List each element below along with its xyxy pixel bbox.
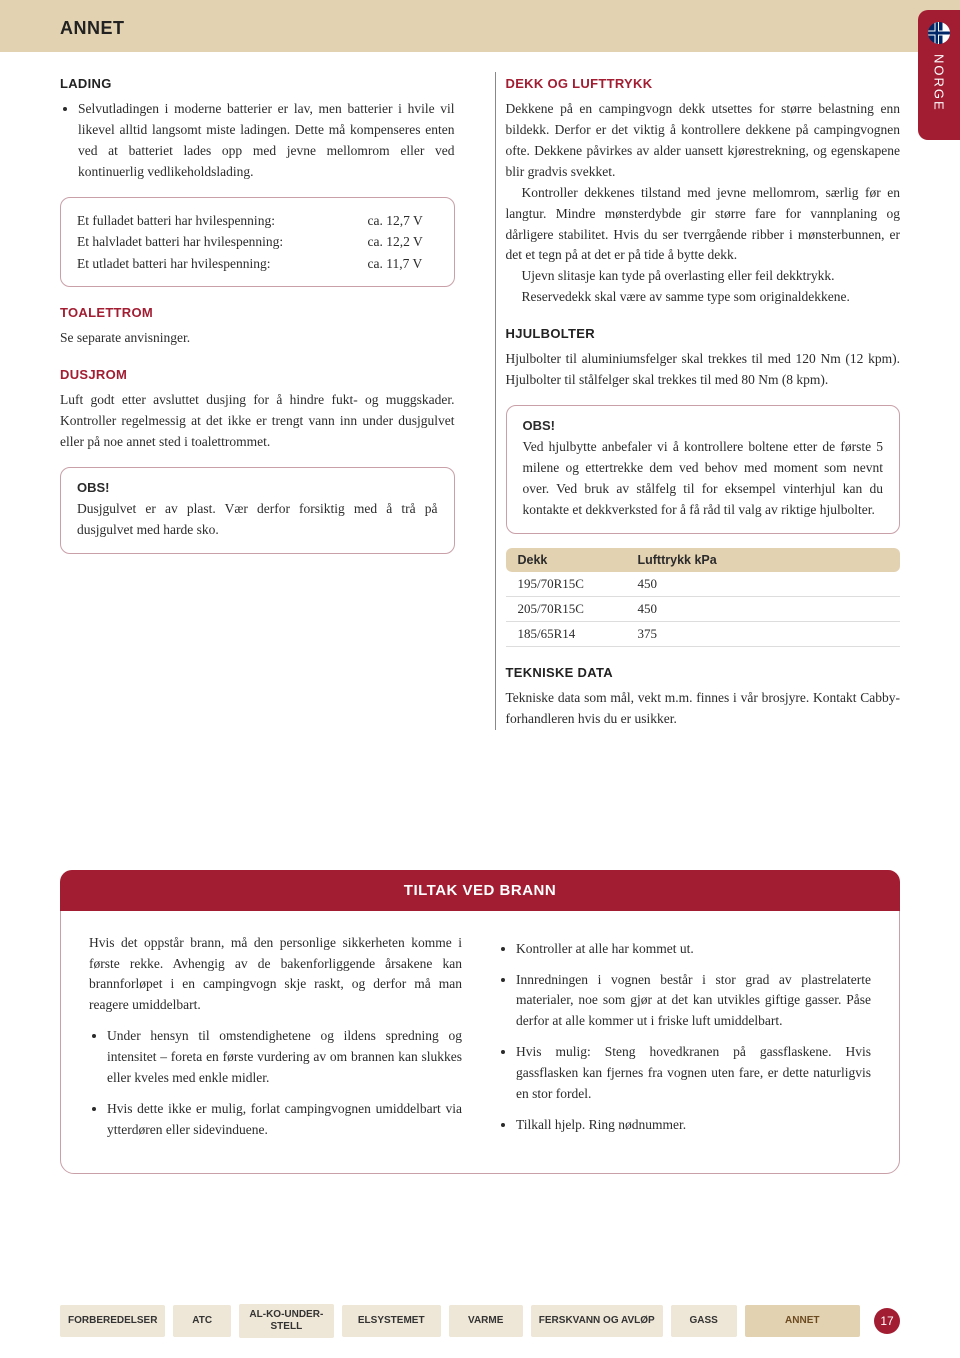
fire-intro: Hvis det oppstår brann, må den personlig… [89,933,462,1017]
dekk-p1: Dekkene på en campingvogn dekk utsettes … [506,99,901,183]
dekk-p2: Kontroller dekkenes tilstand med jevne m… [506,183,901,267]
obs-box-right: OBS! Ved hjulbytte anbefaler vi å kontro… [506,405,901,534]
tekniske-text: Tekniske data som mål, vekt m.m. finnes … [506,688,901,730]
lading-list: Selvutladingen i moderne batterier er la… [60,99,455,183]
norway-flag-icon [928,22,950,44]
battery-value: ca. 12,2 V [368,231,438,253]
tekniske-heading: TEKNISKE DATA [506,665,901,680]
left-column: LADING Selvutladingen i moderne batterie… [60,72,465,730]
fire-right: Kontroller at alle har kommet ut. Innred… [498,933,871,1151]
main-content: LADING Selvutladingen i moderne batterie… [0,52,960,730]
battery-value: ca. 12,7 V [368,210,438,232]
nav-elsystemet[interactable]: ELSYSTEMET [342,1305,441,1337]
bottom-nav: FORBEREDELSER ATC AL-KO-UNDER-STELL ELSY… [60,1304,900,1338]
fire-bullet: Hvis dette ikke er mulig, forlat camping… [107,1099,462,1141]
hjulbolter-heading: HJULBOLTER [506,326,901,341]
th-kpa: Lufttrykk kPa [638,553,717,567]
hjulbolter-text: Hjulbolter til aluminiumsfelger skal tre… [506,349,901,391]
fire-bullet: Innredningen i vognen består i stor grad… [516,970,871,1033]
nav-ferskvann[interactable]: FERSKVANN OG AVLØP [531,1305,663,1337]
dusjrom-heading: DUSJROM [60,367,455,382]
nav-atc[interactable]: ATC [173,1305,230,1337]
battery-label: Et halvladet batteri har hvilespenning: [77,231,368,253]
fire-right-list: Kontroller at alle har kommet ut. Innred… [498,939,871,1136]
fire-left: Hvis det oppstår brann, må den personlig… [89,933,462,1151]
table-row: 185/65R14 375 [506,622,901,647]
table-row: 205/70R15C 450 [506,597,901,622]
obs-box-left: OBS! Dusjgulvet er av plast. Vær derfor … [60,467,455,554]
country-tab: NORGE [918,10,960,140]
fire-bullet: Kontroller at alle har kommet ut. [516,939,871,960]
dekk-heading: DEKK OG LUFTTRYKK [506,76,901,91]
battery-row: Et halvladet batteri har hvilespenning: … [77,231,438,253]
toalettrom-text: Se separate anvisninger. [60,328,455,349]
country-label: NORGE [932,54,947,112]
battery-label: Et fulladet batteri har hvilespenning: [77,210,368,232]
fire-left-list: Under hensyn til omstendighetene og ilde… [89,1026,462,1141]
nav-gass[interactable]: GASS [671,1305,737,1337]
tire-table: Dekk Lufttrykk kPa 195/70R15C 450 205/70… [506,548,901,647]
toalettrom-heading: TOALETTROM [60,305,455,320]
page-title: ANNET [60,18,900,39]
td: 375 [638,626,658,642]
dusjrom-text: Luft godt etter avsluttet dusjing for å … [60,390,455,453]
fire-bullet: Tilkall hjelp. Ring nødnummer. [516,1115,871,1136]
obs-label: OBS! [523,418,884,433]
dekk-p4: Reservedekk skal være av samme type som … [506,287,901,308]
obs-text: Dusjgulvet er av plast. Vær derfor forsi… [77,499,438,541]
fire-bullet: Hvis mulig: Steng hovedkranen på gassfla… [516,1042,871,1105]
table-header: Dekk Lufttrykk kPa [506,548,901,572]
battery-label: Et utladet batteri har hvilespenning: [77,253,368,275]
nav-varme[interactable]: VARME [449,1305,523,1337]
page-header: ANNET [0,0,960,52]
td: 195/70R15C [518,576,638,592]
th-dekk: Dekk [518,553,638,567]
fire-body: Hvis det oppstår brann, må den personlig… [61,911,899,1155]
nav-alko[interactable]: AL-KO-UNDER-STELL [239,1304,334,1338]
nav-forberedelser[interactable]: FORBEREDELSER [60,1305,165,1337]
fire-section: TILTAK VED BRANN Hvis det oppstår brann,… [60,870,900,1174]
battery-box: Et fulladet batteri har hvilespenning: c… [60,197,455,288]
td: 450 [638,576,658,592]
fire-bullet: Under hensyn til omstendighetene og ilde… [107,1026,462,1089]
td: 450 [638,601,658,617]
td: 205/70R15C [518,601,638,617]
battery-row: Et utladet batteri har hvilespenning: ca… [77,253,438,275]
td: 185/65R14 [518,626,638,642]
page-number: 17 [874,1308,900,1334]
dekk-p3: Ujevn slitasje kan tyde på overlasting e… [506,266,901,287]
battery-row: Et fulladet batteri har hvilespenning: c… [77,210,438,232]
lading-bullet: Selvutladingen i moderne batterier er la… [78,99,455,183]
lading-heading: LADING [60,76,455,91]
table-row: 195/70R15C 450 [506,572,901,597]
fire-heading: TILTAK VED BRANN [60,870,900,911]
obs-text: Ved hjulbytte anbefaler vi å kontrollere… [523,437,884,521]
right-column: DEKK OG LUFTTRYKK Dekkene på en campingv… [495,72,901,730]
obs-label: OBS! [77,480,438,495]
battery-value: ca. 11,7 V [368,253,438,275]
nav-annet[interactable]: ANNET [745,1305,860,1337]
